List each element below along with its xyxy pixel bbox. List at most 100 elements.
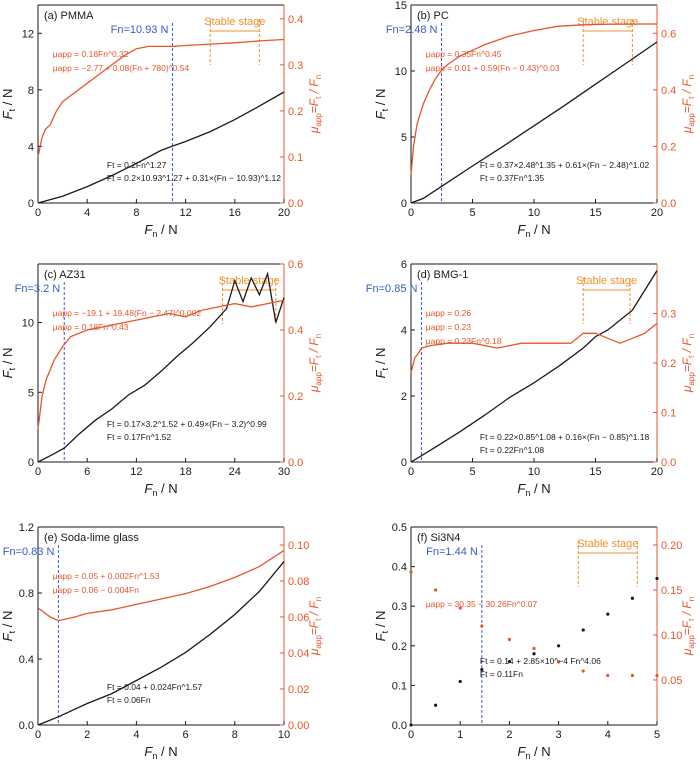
y-left-tick-label: 6 <box>401 259 407 271</box>
y-left-tick-label: 0.1 <box>392 680 407 692</box>
label-part: t <box>7 367 17 370</box>
label-part: =F <box>307 357 321 372</box>
panel-label: (e) Soda-lime glass <box>44 532 139 544</box>
label-part: AZ31 <box>59 269 85 281</box>
y-right-tick-label: 0.04 <box>288 648 309 660</box>
label-part: t <box>687 618 696 621</box>
x-tick-label: 2 <box>84 729 90 741</box>
x-tick-label: 15 <box>589 466 601 478</box>
y-right-tick-label: 0.4 <box>288 325 303 337</box>
label-part: (f) <box>417 532 427 544</box>
label-part: / F <box>680 79 694 97</box>
mu-annotation: μapp = 0.23 <box>426 322 472 332</box>
ft-annotation: Ft = 0.22Fn^1.08 <box>480 445 545 455</box>
mu-annotation: μapp = 0.26 <box>426 308 472 318</box>
y-right-axis-title: μapp=Ft / Fn <box>307 334 323 393</box>
label-part: F <box>373 110 388 119</box>
x-tick-label: 3 <box>556 729 562 741</box>
x-tick-label: 0 <box>408 207 414 219</box>
ft-annotation: Ft = 0.17Fn^1.52 <box>107 432 172 442</box>
x-tick-label: 2 <box>506 729 512 741</box>
x-axis-title: Fn / N <box>517 481 550 498</box>
label-part: PC <box>434 10 449 22</box>
label-part: app <box>314 372 323 386</box>
ft-annotation: Ft = 0.04 + 0.024Fn^1.57 <box>107 682 202 692</box>
panel-label: (a) PMMA <box>44 10 94 22</box>
x-tick-label: 1 <box>457 729 463 741</box>
y-left-tick-label: 8 <box>28 85 34 97</box>
ft-point <box>606 612 610 616</box>
y-left-tick-label: 15 <box>395 0 407 12</box>
label-part: (c) <box>44 269 57 281</box>
label-part: / N <box>373 89 388 109</box>
mu-annotation: μapp = −19.1 + 19.48(Fn − 2.47)^0.002 <box>53 308 202 318</box>
x-tick-label: 12 <box>130 466 142 478</box>
y-right-tick-label: 0.4 <box>661 85 676 97</box>
y-left-tick-label: 0 <box>401 457 407 469</box>
label-part: F <box>0 632 15 641</box>
label-part: n <box>687 334 696 338</box>
x-tick-label: 0 <box>408 466 414 478</box>
label-part: μ <box>680 648 694 656</box>
x-tick-label: 24 <box>229 466 241 478</box>
label-part: n <box>525 488 530 498</box>
y-left-tick-label: 5 <box>401 132 407 144</box>
mu-point <box>480 624 484 628</box>
y-left-tick-label: 5 <box>28 387 34 399</box>
mu-point <box>507 637 511 642</box>
label-part: F <box>144 481 153 496</box>
label-part: F <box>144 744 153 759</box>
label-part: / N <box>530 744 550 759</box>
x-tick-label: 8 <box>232 729 238 741</box>
stable-label: Stable stage <box>577 16 638 28</box>
label-part: μ <box>307 126 321 134</box>
y-right-tick-label: 0.1 <box>288 152 303 164</box>
label-part: n <box>152 488 157 498</box>
y-right-tick-label: 0.02 <box>288 684 309 696</box>
x-tick-label: 20 <box>651 466 663 478</box>
y-right-axis-title: μapp=Ft / Fn <box>680 597 696 656</box>
label-part: Si3N4 <box>430 532 460 544</box>
x-axis-title: Fn / N <box>144 744 177 760</box>
ft-point <box>434 703 438 707</box>
label-part: t <box>7 630 17 633</box>
label-part: F <box>0 110 15 119</box>
mu-annotation: μapp = 0.06 − 0.004Fn <box>53 585 139 595</box>
panel-label: (b) PC <box>417 10 449 22</box>
x-tick-label: 0 <box>35 729 41 741</box>
ft-point <box>630 596 635 600</box>
y-right-tick-label: 0.0 <box>661 457 676 469</box>
label-part: =F <box>680 357 694 372</box>
label-part: μ <box>307 648 321 656</box>
y-right-tick-label: 0.0 <box>288 457 303 469</box>
y-right-tick-label: 0.05 <box>661 675 682 687</box>
x-axis-title: Fn / N <box>144 222 177 239</box>
ft-point <box>409 723 413 727</box>
mu-annotation: μapp = 0.05 + 0.002Fn^1.53 <box>53 571 160 581</box>
mu-line <box>37 299 285 430</box>
label-part: / N <box>0 89 15 109</box>
label-part: F <box>517 744 526 759</box>
label-part: t <box>380 367 390 370</box>
x-tick-label: 10 <box>528 466 540 478</box>
y-left-axis-title: Ft / N <box>0 348 17 379</box>
y-right-tick-label: 0.0 <box>661 198 676 210</box>
label-part: app <box>314 113 323 127</box>
label-part: =F <box>307 620 321 635</box>
y-right-tick-label: 0.20 <box>661 540 682 552</box>
x-tick-label: 18 <box>179 466 191 478</box>
ft-line <box>410 41 658 204</box>
ft-annotation: Ft = 0.11Fn <box>480 669 523 679</box>
label-part: (d) <box>417 269 430 281</box>
label-part: μ <box>680 126 694 134</box>
y-left-tick-label: 0 <box>401 198 407 210</box>
panel-f: 0 1 2 3 4 5 0.0 0.1 0.2 0.3 0.4 0.5 0.05 0.10 0.15 0.20… <box>373 522 696 760</box>
mu-point <box>630 673 635 678</box>
mu-line <box>410 23 657 175</box>
y-left-axis-title: Ft / N <box>373 348 390 379</box>
x-axis-title: Fn / N <box>517 744 550 760</box>
mu-annotation: μapp = 0.01 + 0.59(Fn − 0.43)^0.03 <box>426 63 560 73</box>
ft-line <box>37 561 285 726</box>
critical-label: Fn=0.85 N <box>366 283 418 295</box>
label-part: μ <box>307 385 321 393</box>
